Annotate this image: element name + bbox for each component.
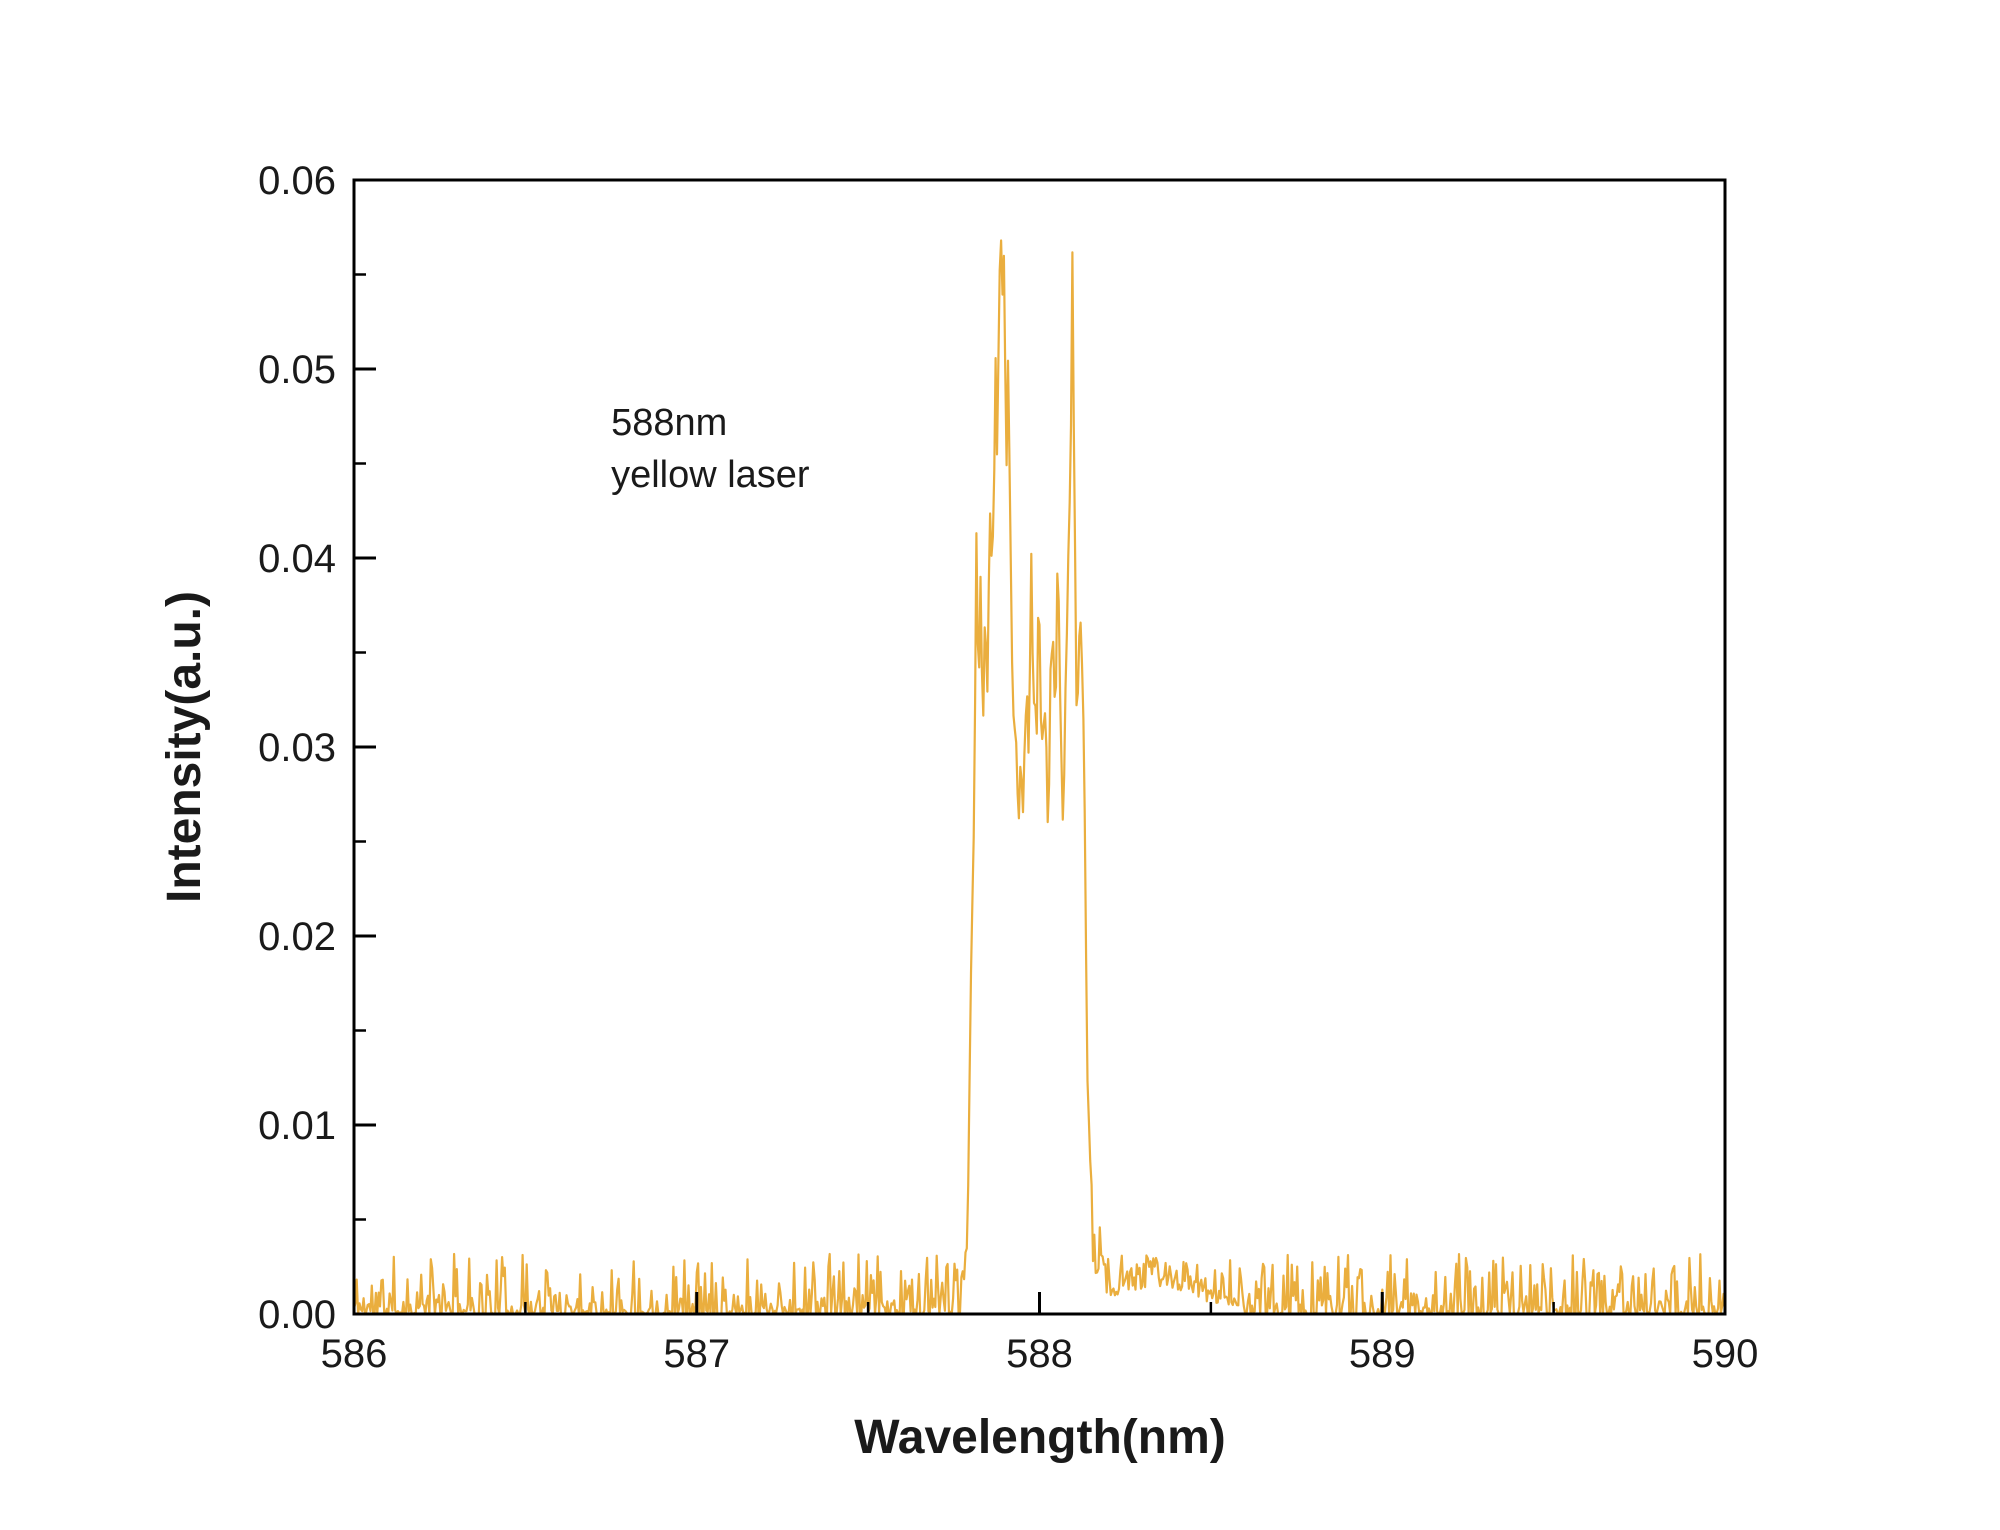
annotation-line-1: 588nm <box>611 402 727 444</box>
y-tick-label: 0.01 <box>258 1104 336 1148</box>
y-tick-label: 0.00 <box>258 1293 336 1337</box>
annotation-line-2: yellow laser <box>611 454 810 496</box>
x-tick-label: 589 <box>1349 1332 1416 1376</box>
y-tick-label: 0.06 <box>258 159 336 203</box>
ticks-layer <box>352 178 1727 1316</box>
x-tick-label: 587 <box>663 1332 730 1376</box>
x-tick-label: 586 <box>321 1332 388 1376</box>
y-tick-label: 0.03 <box>258 726 336 770</box>
series-layer <box>354 239 1725 1314</box>
y-tick-label: 0.02 <box>258 915 336 959</box>
spectrum-line <box>354 239 1725 1314</box>
plot-frame <box>352 178 1727 1316</box>
y-tick-label: 0.05 <box>258 348 336 392</box>
tick-labels-layer: 586 587 588 589 590 0.00 0.01 0.02 0.03 0.04 0.05 0… <box>258 159 1758 1376</box>
x-axis-title: Wavelength(nm) <box>854 1411 1226 1464</box>
x-tick-label: 588 <box>1006 1332 1073 1376</box>
y-tick-label: 0.04 <box>258 537 336 581</box>
y-axis-title: Intensity(a.u.) <box>158 591 211 903</box>
x-tick-label: 590 <box>1692 1332 1759 1376</box>
